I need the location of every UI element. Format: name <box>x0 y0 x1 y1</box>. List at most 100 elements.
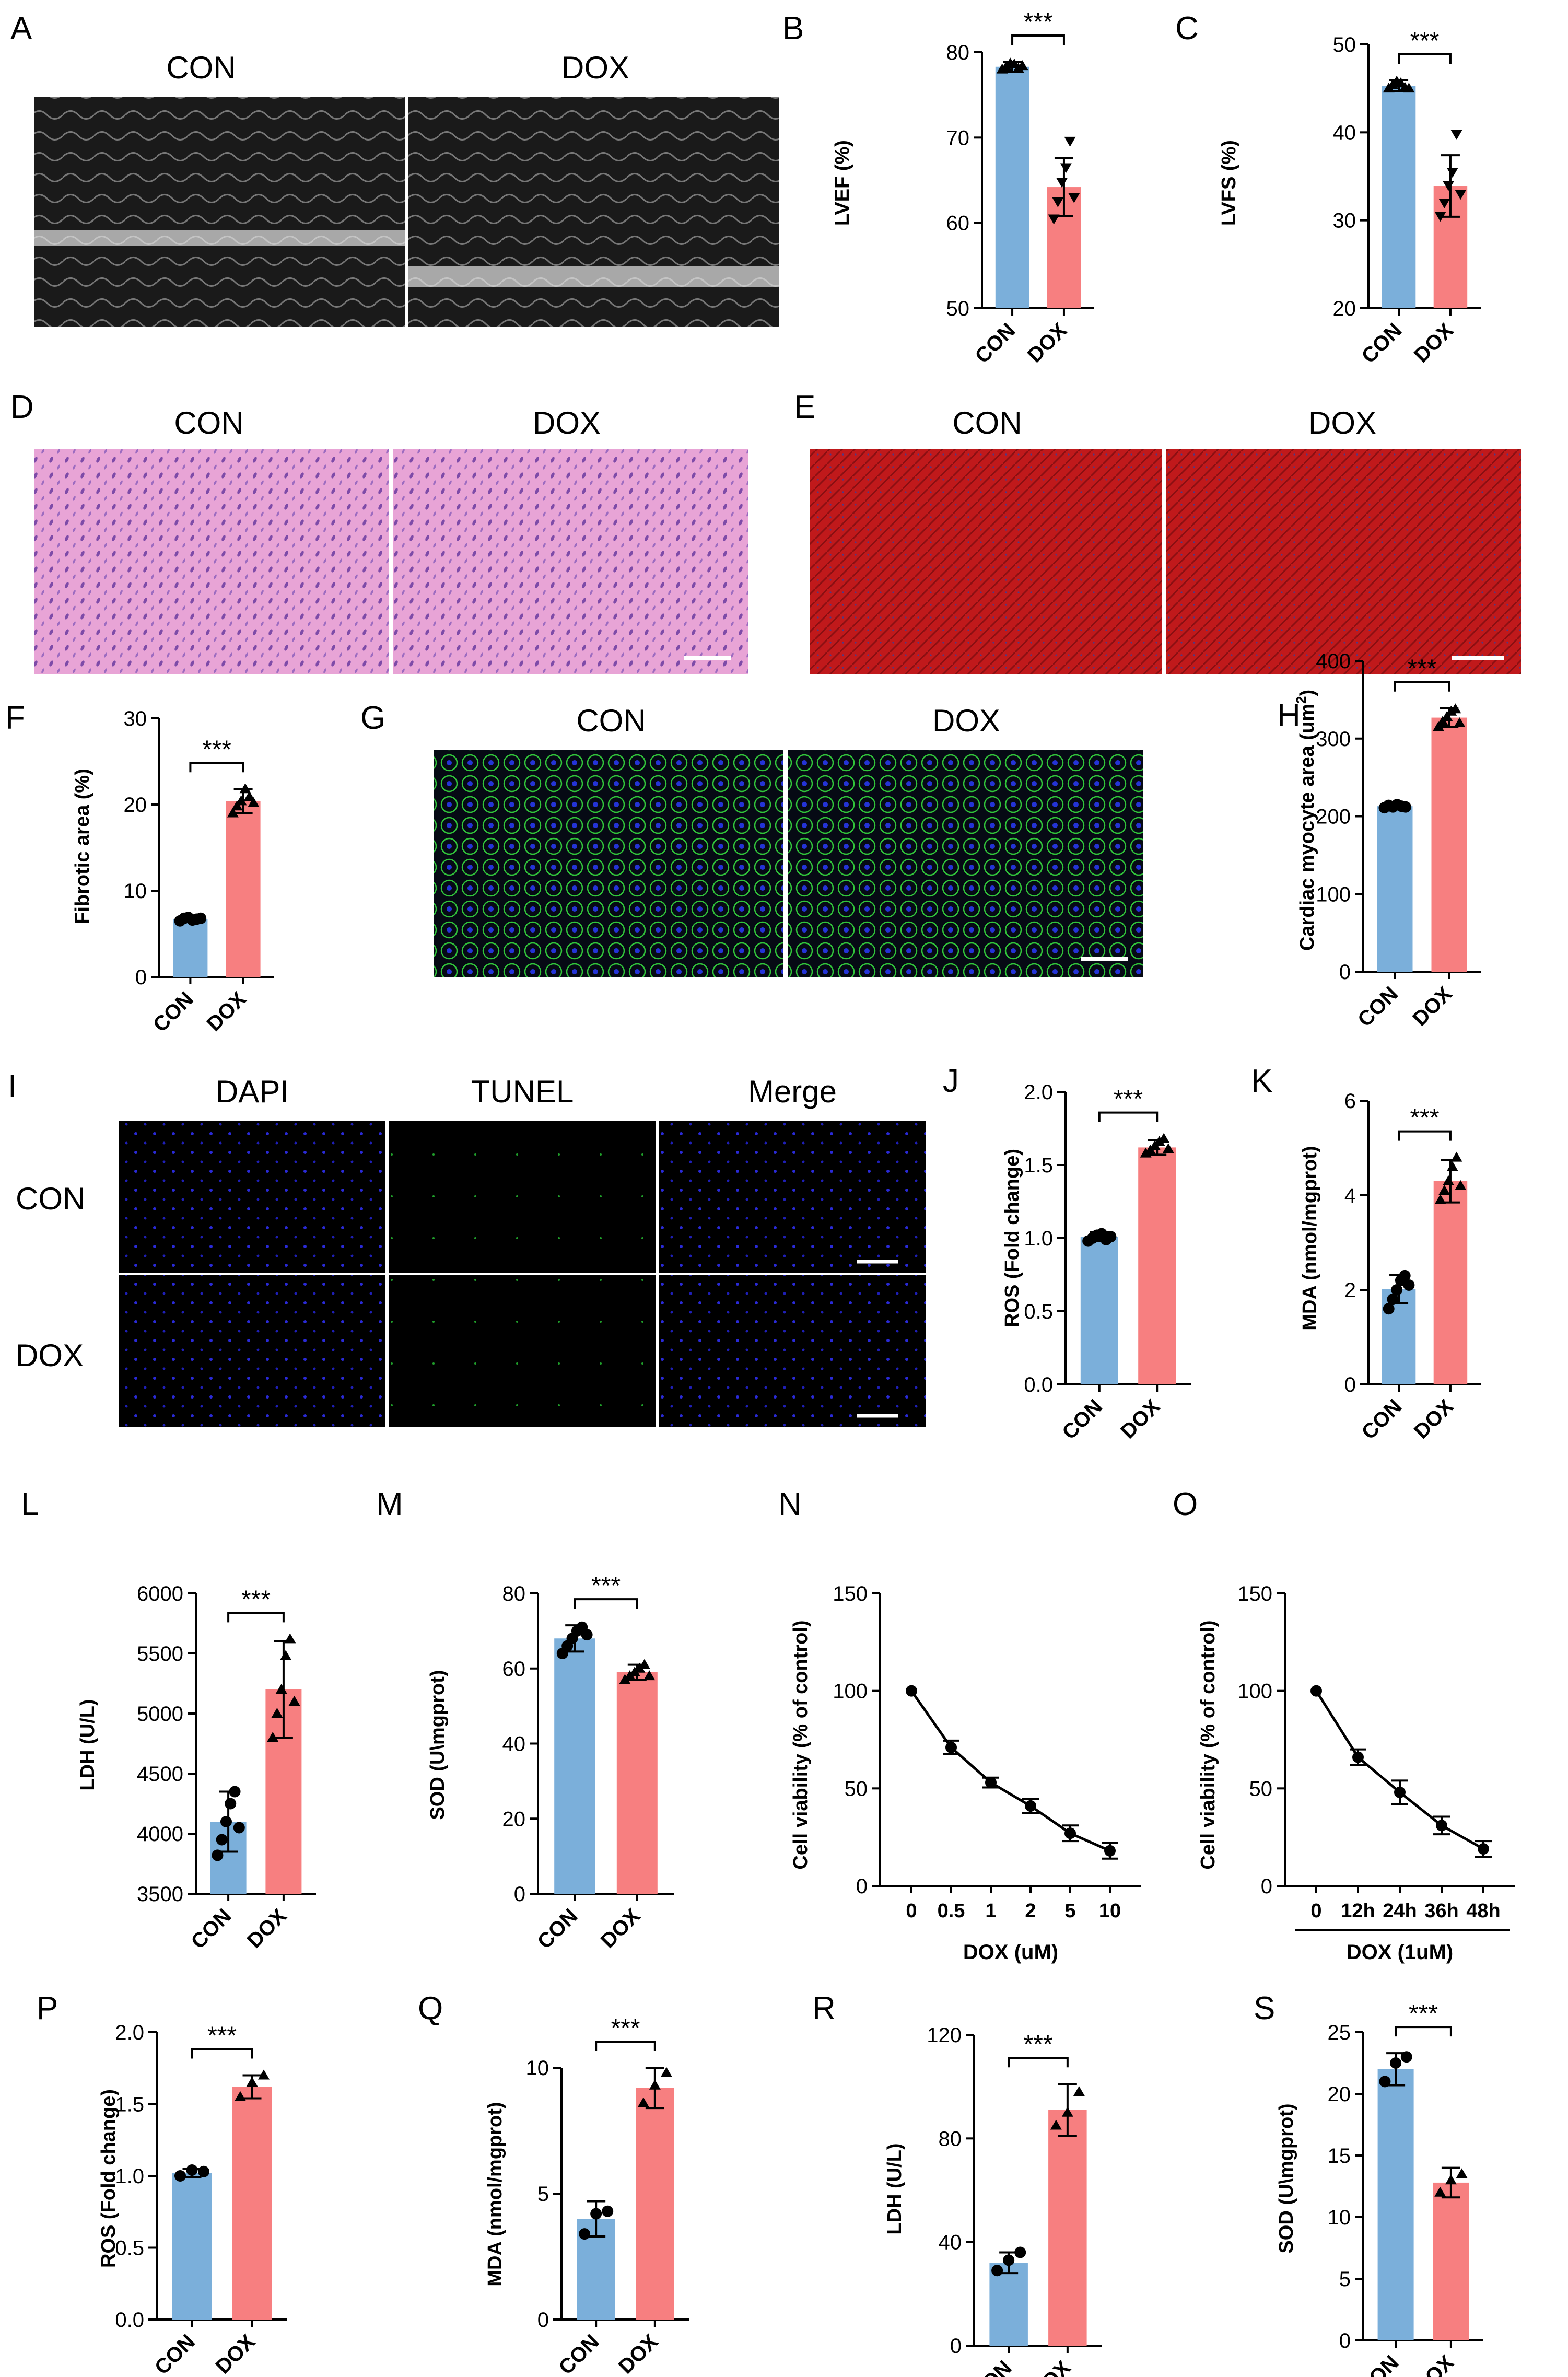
y-tick-label: 30 <box>1333 209 1356 232</box>
data-point-dox <box>1450 1151 1462 1162</box>
chart-b: 50 60 70 80 LVEF (%) CON DOX *** <box>832 8 1094 368</box>
data-point-con <box>991 2265 1003 2277</box>
y-tick-label: 20 <box>502 1808 526 1831</box>
y-tick-label: 120 <box>927 2024 962 2047</box>
data-point <box>906 1685 917 1697</box>
data-point-dox <box>1434 212 1446 222</box>
significance-label: *** <box>1410 1104 1439 1132</box>
data-point-dox <box>1443 181 1455 191</box>
panel-a-label-con: CON <box>166 50 236 85</box>
data-point-con <box>590 2208 602 2220</box>
data-point-dox <box>267 1732 279 1742</box>
chart-q: 0 5 10 MDA (nmol/mgprot) CON DOX *** <box>484 2014 689 2377</box>
bar-dox <box>1138 1147 1176 1384</box>
bar-dox <box>232 2087 272 2320</box>
y-tick-label: 15 <box>1328 2145 1351 2168</box>
x-tick-label: 0 <box>906 1900 917 1922</box>
significance-bracket <box>1398 1130 1452 1141</box>
data-point-con <box>579 2228 591 2240</box>
bar-dox <box>1048 2110 1087 2346</box>
data-point-dox <box>235 795 247 806</box>
y-axis-label: SOD (U\mgprot) <box>1276 2103 1297 2253</box>
significance-bracket <box>1008 2057 1069 2068</box>
significance-label: *** <box>1023 2031 1052 2058</box>
panel-a-label-dox: DOX <box>561 50 629 85</box>
x-tick-label-con: CON <box>149 987 198 1036</box>
data-point-con <box>1400 801 1411 813</box>
panel-label-h: H <box>1277 697 1301 733</box>
panel-i-row-con: CON <box>16 1181 85 1216</box>
y-tick-label: 0 <box>856 1875 868 1898</box>
data-point-con <box>1105 1231 1117 1243</box>
bar-dox <box>1433 2182 1469 2340</box>
panel-g-wga-dox <box>788 750 1143 977</box>
panel-e-masson-con <box>810 449 1162 674</box>
y-tick-label: 4 <box>1344 1184 1356 1207</box>
x-axis-label: DOX (1uM) <box>1347 1941 1453 1964</box>
panel-label-f: F <box>5 700 25 736</box>
significance-label: *** <box>1410 27 1439 55</box>
data-point-dox <box>1052 197 1064 207</box>
y-tick-label: 0 <box>537 2309 549 2332</box>
data-point-con <box>1403 83 1415 93</box>
panel-label-i: I <box>8 1068 17 1104</box>
panel-e-masson-dox <box>1166 449 1521 674</box>
chart-r: 0 40 80 120 LDH (U/L) CON DOX *** <box>884 2024 1102 2377</box>
x-tick-label-con: CON <box>1058 1395 1107 1444</box>
bar-con <box>1377 806 1413 972</box>
data-point-con <box>195 912 207 924</box>
significance-bracket <box>1398 53 1452 64</box>
data-point <box>945 1741 957 1753</box>
data-point-dox <box>1443 1175 1455 1185</box>
panel-i-col-tunel: TUNEL <box>471 1074 574 1109</box>
chart-f: 0 10 20 30 Fibrotic area (%) CON DOX *** <box>72 707 274 1036</box>
data-point-dox <box>638 1659 650 1669</box>
bar-con <box>1080 1237 1118 1384</box>
y-tick-label: 60 <box>502 1658 526 1681</box>
x-tick-label: 2 <box>1025 1900 1036 1922</box>
data-point-dox <box>1162 1143 1174 1153</box>
data-point-dox <box>1073 2086 1085 2096</box>
significance-label: *** <box>202 736 231 763</box>
data-point-dox <box>1438 1184 1450 1195</box>
y-tick-label: 6 <box>1344 1090 1356 1113</box>
panel-i-col-merge: Merge <box>748 1074 837 1109</box>
chart-j: 0.0 0.5 1.0 1.5 2.0 ROS (Fold change) CON DOX **… <box>1001 1081 1191 1444</box>
significance-bracket <box>1011 34 1065 45</box>
data-point-con <box>186 2164 198 2176</box>
y-tick-label: 0 <box>1339 961 1351 984</box>
y-tick-label: 5 <box>537 2183 549 2206</box>
data-point-dox <box>1455 1180 1467 1190</box>
data-point-dox <box>1048 214 1060 225</box>
data-point-con <box>174 2170 186 2182</box>
significance-label: *** <box>1023 8 1052 36</box>
data-point-dox <box>288 1696 300 1706</box>
panel-label-l: L <box>21 1486 39 1522</box>
data-point-dox <box>246 2077 258 2087</box>
data-point-dox <box>660 2067 672 2077</box>
bar-dox <box>1431 717 1467 972</box>
x-tick-label: 0 <box>1310 1900 1321 1922</box>
x-tick-label: 0.5 <box>938 1900 965 1922</box>
data-point-dox <box>227 807 239 818</box>
x-tick-label-con: CON <box>1354 2351 1403 2377</box>
data-point-dox <box>231 800 243 811</box>
data-point-con <box>1399 1269 1411 1281</box>
y-tick-label: 0 <box>1261 1875 1272 1898</box>
chart-l: 3500 4000 4500 5000 5500 6000 LDH (U/L) CON DOX *… <box>77 1582 316 1953</box>
panel-i-dapi-con <box>119 1121 385 1273</box>
data-point-con <box>198 2165 209 2177</box>
y-tick-label: 40 <box>939 2231 962 2254</box>
panel-a-wall-con <box>34 230 405 246</box>
data-point-dox <box>1449 703 1461 714</box>
panel-label-n: N <box>778 1486 802 1522</box>
panel-label-b: B <box>782 10 804 46</box>
significance-bracket <box>227 1612 285 1623</box>
panel-label-c: C <box>1175 10 1199 46</box>
significance-bracket <box>191 2048 253 2059</box>
data-point-con <box>220 1816 232 1827</box>
y-axis-label: Cell viability (% of control) <box>790 1620 812 1869</box>
data-point-con <box>1391 1284 1403 1296</box>
y-axis-label: ROS (Fold change) <box>1001 1149 1023 1327</box>
y-axis-label: LDH (U/L) <box>884 2143 906 2234</box>
